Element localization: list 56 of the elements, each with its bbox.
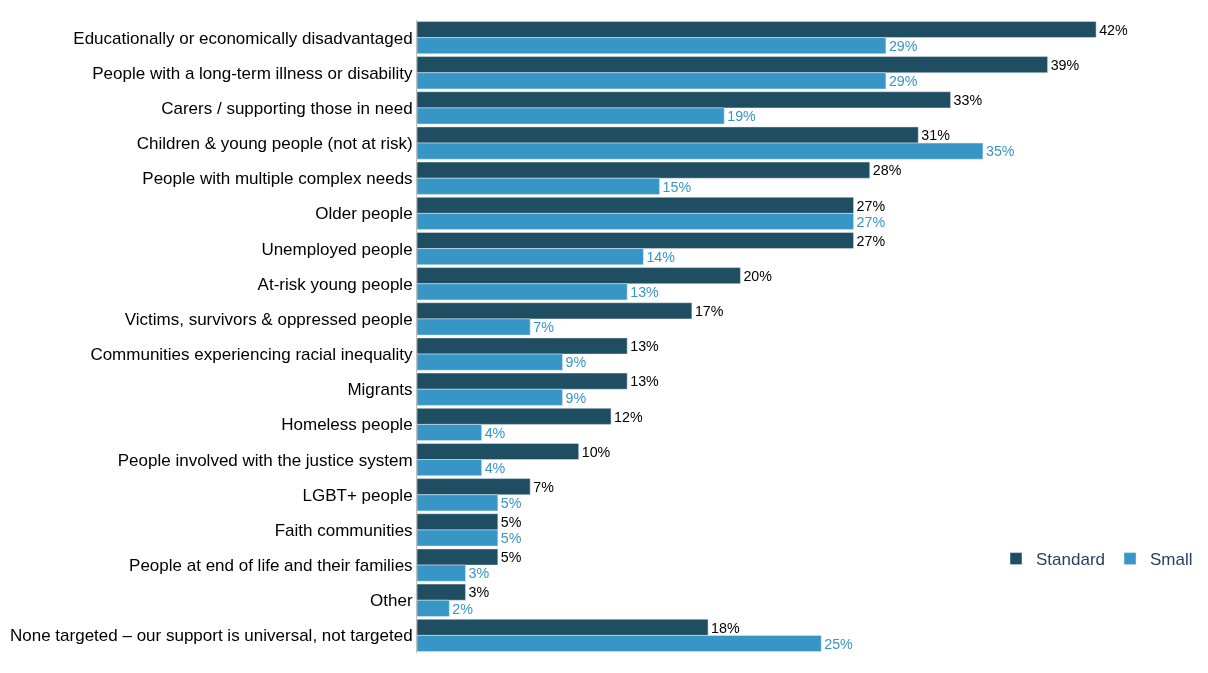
data-label: 4% — [484, 424, 506, 441]
y-tick-label: Older people — [315, 204, 413, 224]
data-label: 13% — [630, 338, 660, 355]
data-label: 13% — [630, 284, 660, 301]
data-label: 4% — [484, 459, 506, 476]
data-label: 5% — [500, 514, 522, 531]
data-label: 18% — [711, 619, 740, 636]
data-label: 14% — [646, 248, 676, 265]
data-label: 5% — [500, 530, 522, 547]
y-tick-label: Migrants — [347, 380, 413, 400]
y-tick-label: Other — [370, 591, 413, 611]
y-tick-label: Communities experiencing racial inequality — [90, 345, 414, 365]
y-tick-label: Faith communities — [274, 520, 413, 540]
data-label: 9% — [565, 354, 587, 371]
data-label: 17% — [694, 303, 724, 320]
data-label: 33% — [953, 92, 983, 109]
y-tick-label: Carers / supporting those in need — [161, 98, 413, 118]
data-label: 42% — [1099, 21, 1128, 38]
data-label: 5% — [500, 549, 522, 566]
y-tick-label: Homeless people — [281, 415, 413, 435]
data-label: 25% — [824, 635, 854, 652]
data-label: 3% — [468, 565, 490, 582]
data-label: 29% — [888, 73, 918, 90]
legend-label: Small — [1150, 550, 1193, 570]
data-label: 19% — [727, 108, 757, 125]
data-label: 35% — [985, 143, 1015, 160]
data-label: 28% — [872, 162, 902, 179]
y-tick-label: People with multiple complex needs — [142, 169, 413, 189]
data-label: 27% — [856, 232, 886, 249]
y-tick-label: People with a long-term illness or disability — [92, 63, 414, 83]
y-tick-label: None targeted – our support is universal, not targeted — [10, 626, 413, 646]
legend-label: Standard — [1036, 550, 1105, 570]
data-label: 13% — [630, 373, 660, 390]
data-label: 5% — [500, 495, 522, 512]
y-tick-label: LGBT+ people — [302, 485, 413, 505]
y-tick-label: Children & young people (not at risk) — [136, 134, 413, 154]
y-tick-label: Unemployed people — [261, 239, 413, 259]
data-label: 15% — [662, 178, 692, 195]
y-tick-label: People at end of life and their families — [129, 556, 413, 576]
data-label: 31% — [921, 127, 951, 144]
data-label: 39% — [1050, 56, 1080, 73]
data-label: 7% — [533, 319, 555, 336]
y-tick-label: Educationally or economically disadvantaged — [73, 28, 413, 48]
data-label: 27% — [856, 197, 886, 214]
data-label: 9% — [565, 389, 587, 406]
data-label: 7% — [533, 478, 555, 495]
data-label: 20% — [743, 267, 773, 284]
y-tick-label: People involved with the justice system — [117, 450, 413, 470]
data-label: 10% — [581, 443, 611, 460]
data-label: 27% — [856, 213, 886, 230]
data-label: 3% — [468, 584, 490, 601]
y-tick-label: At-risk young people — [257, 274, 413, 294]
y-tick-label: Victims, survivors & oppressed people — [124, 309, 413, 329]
data-label: 2% — [452, 600, 474, 617]
data-label: 12% — [614, 408, 643, 425]
data-label: 29% — [888, 37, 918, 54]
